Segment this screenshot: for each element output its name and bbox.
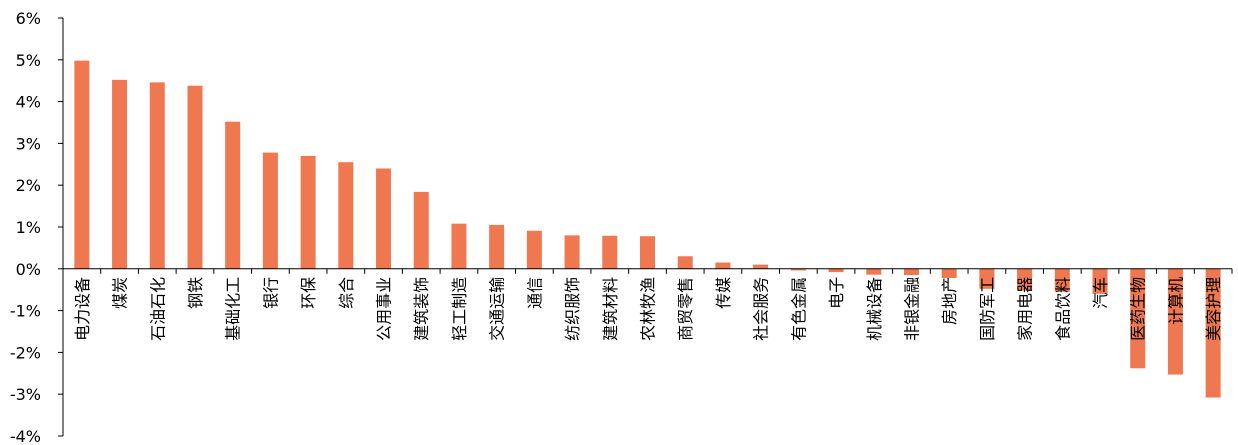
bar (903, 268, 919, 276)
category-labels: 电力设备 煤炭 石油石化 钢铁 基础化工 银行 环保 综合 公用事业 建筑装饰 轻工制造 交通运输 通信… (73, 277, 1223, 341)
category-label: 纺织服饰 (563, 277, 582, 341)
bar (715, 262, 731, 269)
bar (1017, 268, 1033, 291)
bar (866, 268, 882, 275)
bar (640, 236, 655, 269)
bar (753, 264, 769, 269)
y-tick-label: -3% (10, 385, 41, 404)
category-label: 有色金属 (789, 277, 808, 341)
bar (225, 121, 241, 269)
bar (1092, 268, 1108, 294)
category-label: 电子 (827, 277, 846, 309)
y-tick-label: -2% (10, 343, 41, 362)
bar (149, 82, 165, 269)
category-label: 银行 (261, 277, 280, 309)
category-label: 国防军工 (978, 277, 997, 341)
bar (74, 60, 90, 269)
bar (187, 85, 203, 269)
category-label: 建筑装饰 (412, 277, 431, 341)
category-label: 计算机 (1166, 277, 1185, 325)
bar (451, 223, 467, 269)
bar (489, 224, 505, 269)
bar (677, 256, 693, 269)
bar (1130, 268, 1146, 369)
category-label: 基础化工 (224, 277, 243, 341)
bar (1054, 268, 1070, 292)
category-label: 石油石化 (148, 277, 167, 341)
bar (1205, 268, 1221, 398)
category-label: 建筑材料 (601, 277, 620, 341)
y-tick-label: 5% (16, 51, 41, 70)
bar (602, 235, 618, 269)
category-label: 电力设备 (73, 277, 92, 341)
category-label: 机械设备 (865, 277, 884, 341)
bar (979, 268, 995, 289)
bar (413, 191, 429, 269)
y-tick-label: 3% (16, 134, 41, 153)
bar (338, 162, 354, 269)
category-label: 煤炭 (111, 277, 130, 309)
y-tick-label: 6% (16, 9, 41, 28)
category-label: 环保 (299, 277, 318, 309)
category-label: 公用事业 (375, 277, 394, 341)
category-label: 房地产 (940, 277, 959, 325)
x-axis-ticks (100, 268, 1233, 274)
bar (941, 268, 957, 278)
y-axis-ticks: 6% 5% 4% 3% 2% 1% 0% -1% -2% -3% -4% (10, 9, 63, 445)
y-tick-label: 0% (16, 260, 41, 279)
bar (564, 235, 580, 269)
category-label: 商贸零售 (676, 277, 695, 341)
category-label: 医药生物 (1129, 277, 1148, 341)
bar (112, 79, 128, 269)
y-tick-label: 2% (16, 176, 41, 195)
category-label: 家用电器 (1016, 277, 1035, 341)
bar (790, 268, 806, 271)
category-label: 农林牧渔 (639, 277, 658, 341)
bar (300, 155, 316, 269)
category-label: 钢铁 (186, 277, 205, 309)
category-label: 社会服务 (752, 277, 771, 341)
category-label: 交通运输 (488, 277, 507, 341)
bar (828, 268, 844, 273)
category-label: 轻工制造 (450, 277, 469, 341)
bar (526, 230, 542, 269)
y-tick-label: -1% (10, 302, 41, 321)
category-label: 美容护理 (1204, 277, 1223, 341)
bar (1167, 268, 1183, 375)
category-label: 通信 (525, 277, 544, 309)
category-label: 传媒 (714, 277, 733, 309)
category-label: 非银金融 (902, 277, 921, 341)
y-tick-label: 4% (16, 93, 41, 112)
y-tick-label: -4% (10, 427, 41, 445)
category-label: 汽车 (1091, 277, 1110, 309)
category-label: 食品饮料 (1053, 277, 1072, 341)
bar (262, 152, 278, 269)
y-tick-label: 1% (16, 218, 41, 237)
bars-group (74, 60, 1221, 398)
category-label: 综合 (337, 277, 356, 309)
bar (376, 168, 392, 269)
